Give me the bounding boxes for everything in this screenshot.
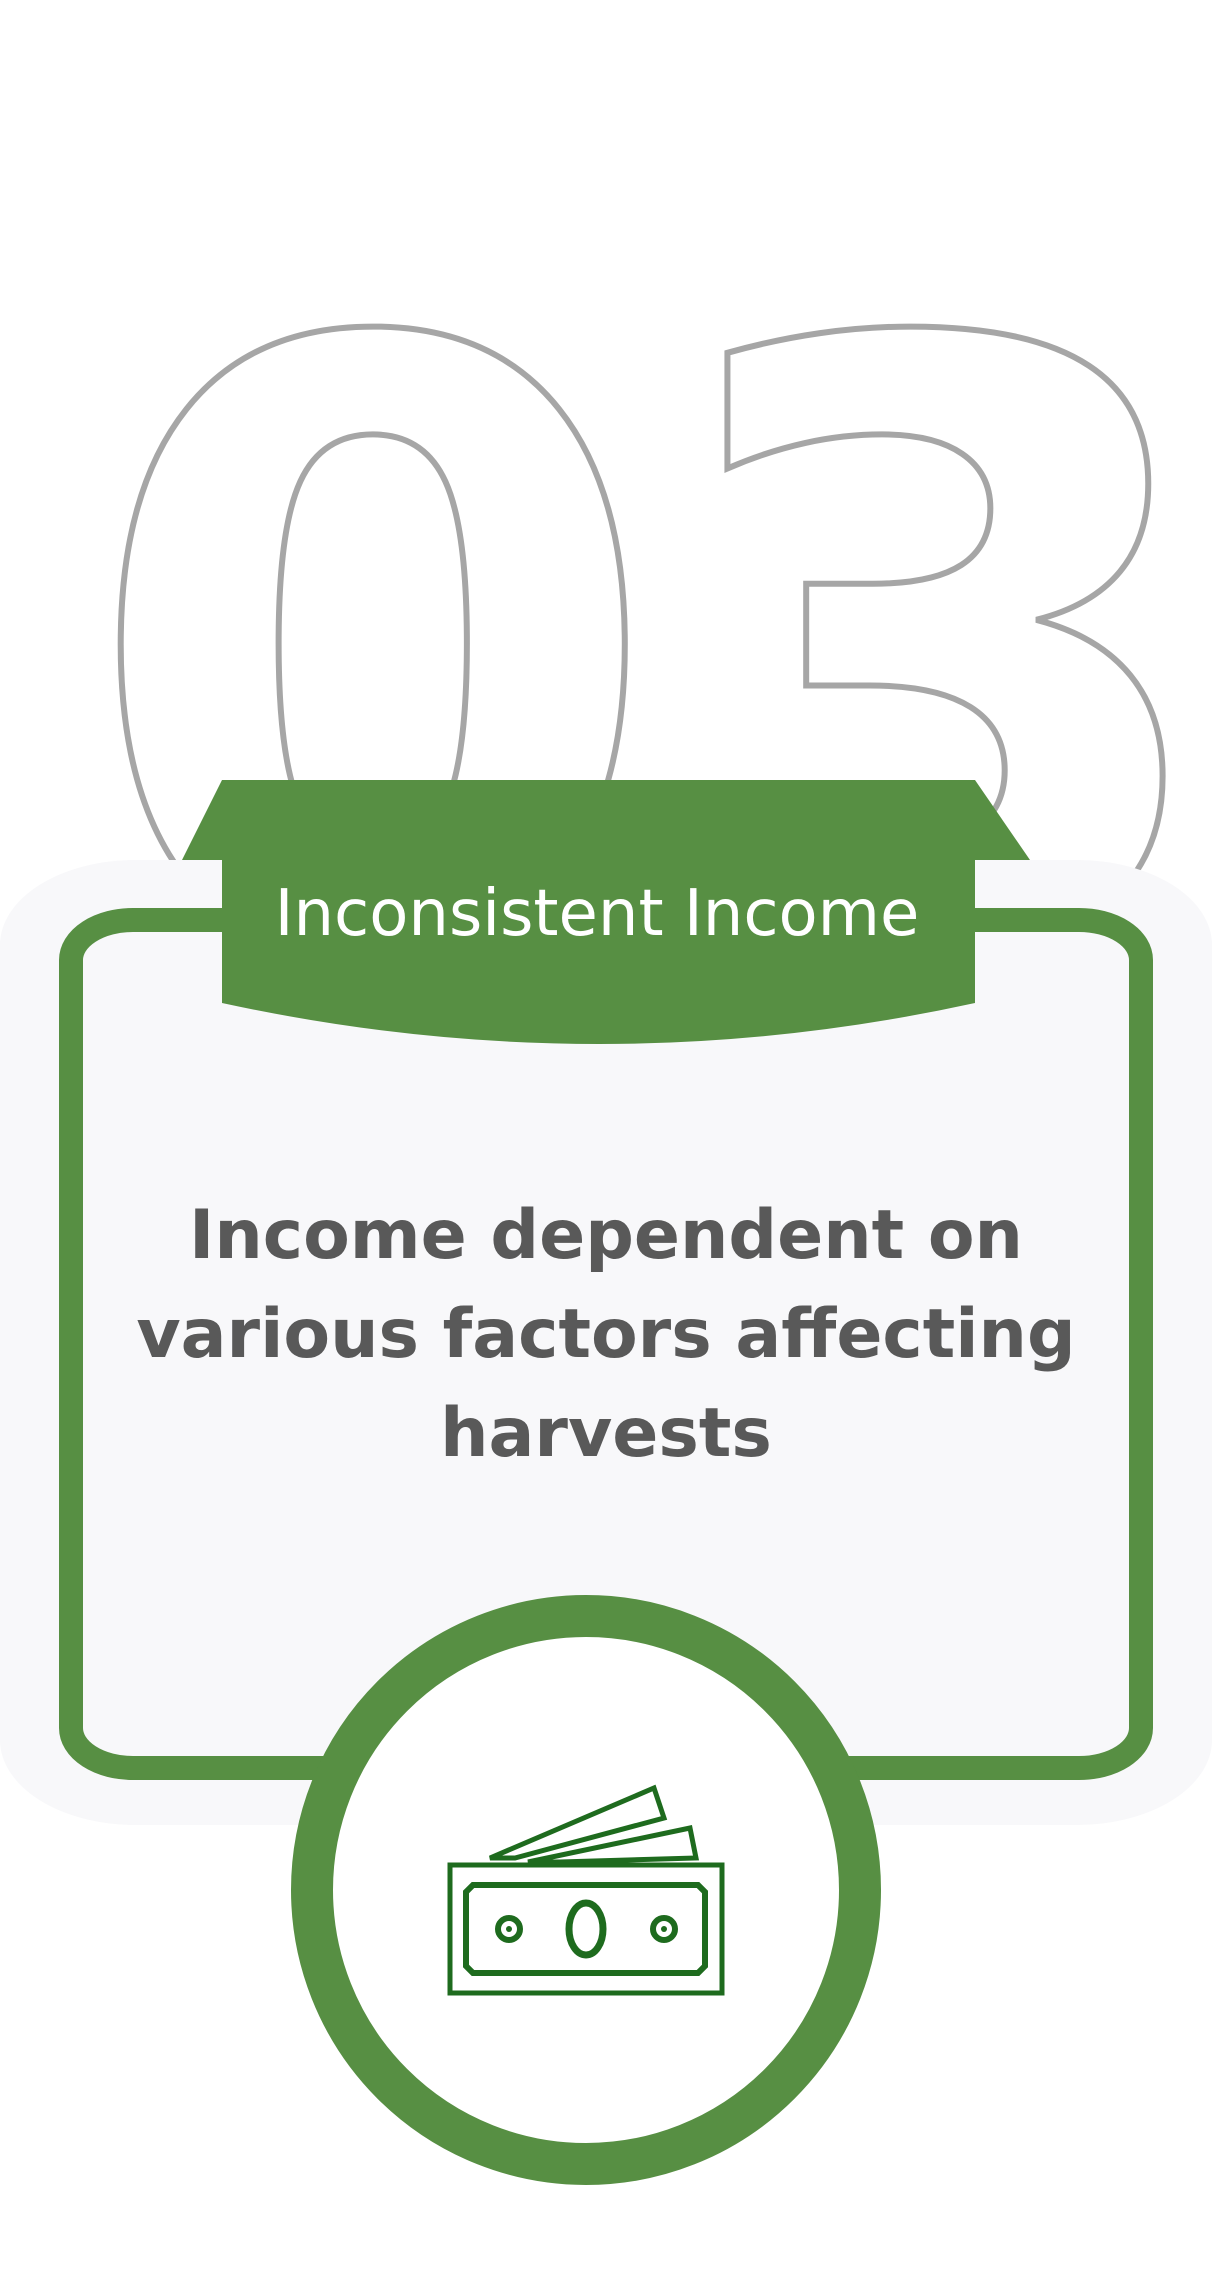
description-line-2: various factors affecting <box>136 1295 1075 1374</box>
card-background <box>0 860 1212 1825</box>
description-line-3: harvests <box>440 1394 772 1473</box>
money-bills-icon <box>447 1784 725 1996</box>
ribbon-fold-left <box>182 780 222 860</box>
description-line-1: Income dependent on <box>189 1196 1023 1275</box>
ribbon-fold-right <box>975 780 1030 860</box>
title-ribbon <box>222 780 975 1044</box>
step-title: Inconsistent Income <box>275 877 920 951</box>
